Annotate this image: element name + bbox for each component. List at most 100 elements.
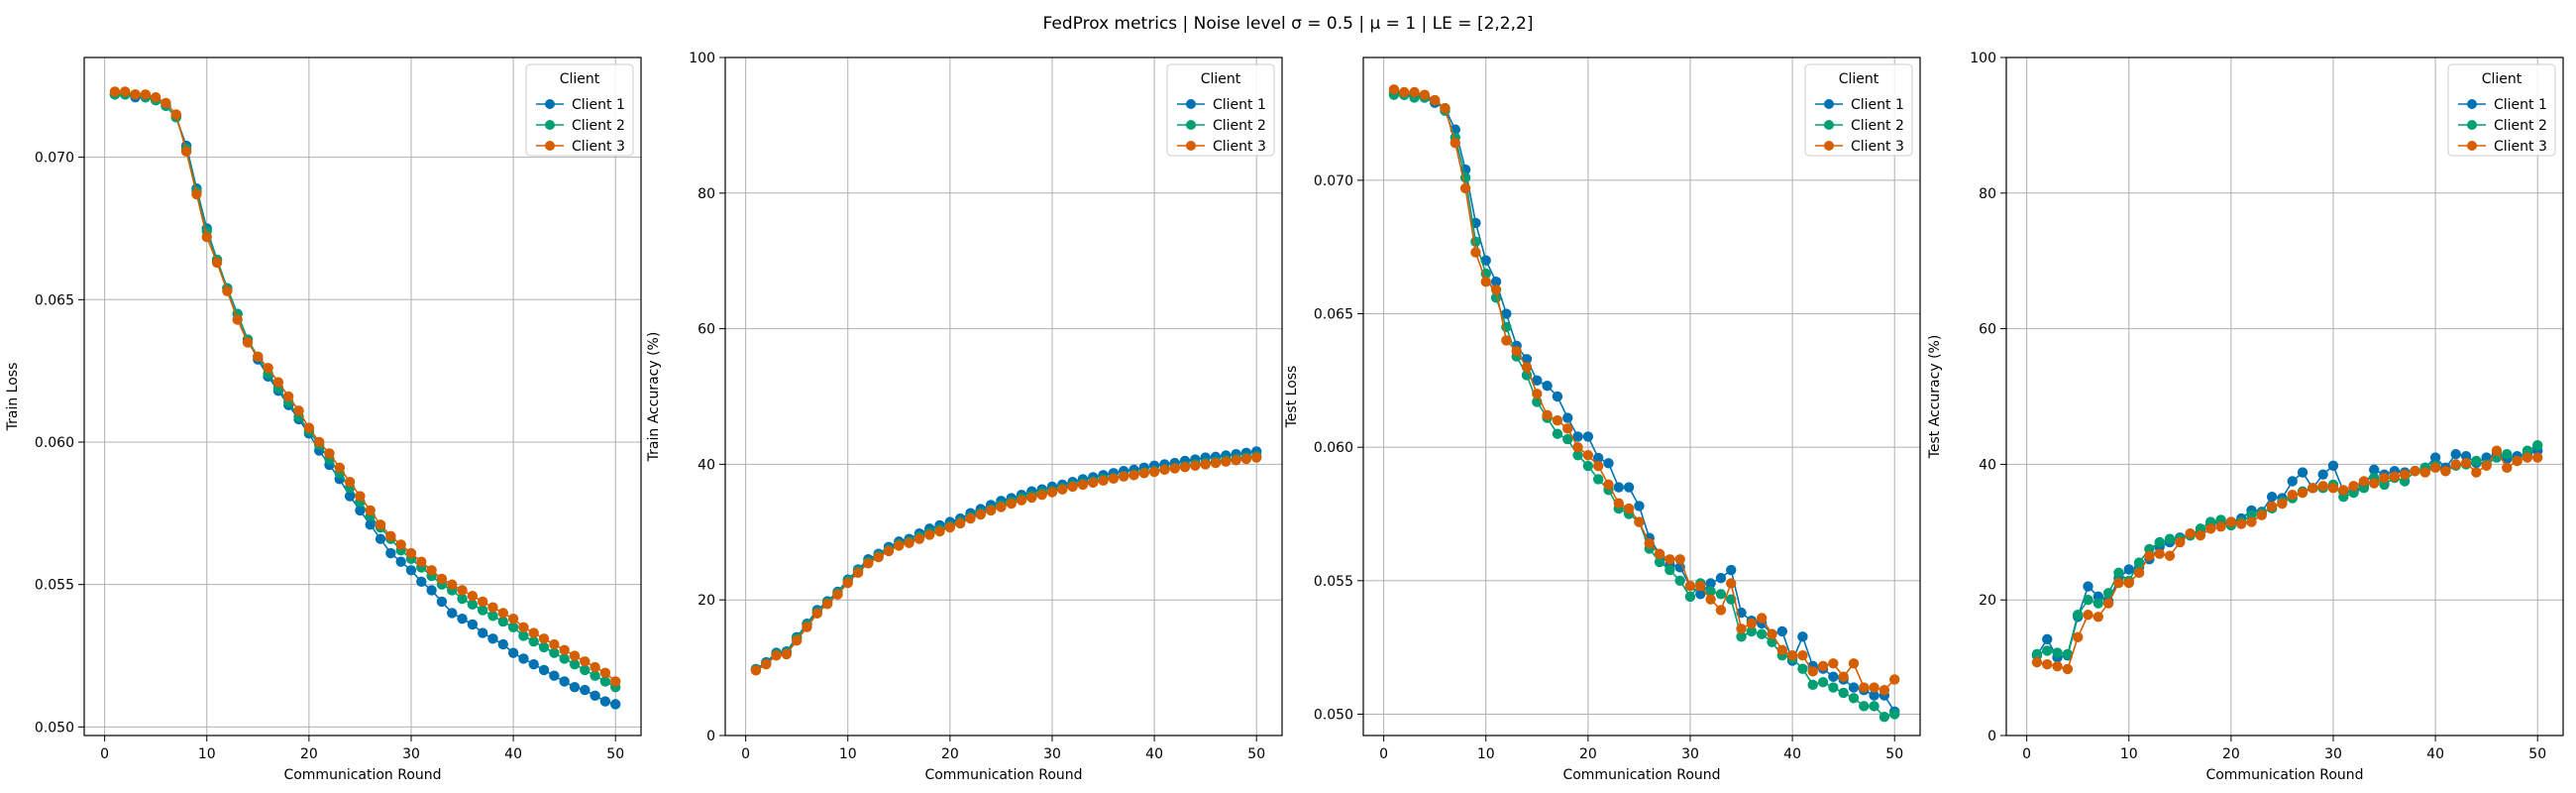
x-tick-label: 0	[2022, 746, 2031, 762]
data-point	[1449, 137, 1461, 149]
data-point	[477, 605, 488, 616]
data-point	[1552, 391, 1563, 402]
data-point	[944, 521, 956, 533]
data-point	[1715, 589, 1727, 600]
data-point	[242, 337, 254, 348]
data-point	[2256, 510, 2267, 520]
series-client-1	[109, 89, 621, 710]
x-tick-label: 30	[2324, 746, 2342, 762]
y-tick-label: 100	[689, 51, 715, 66]
data-point	[1889, 709, 1900, 720]
data-point	[1542, 381, 1553, 392]
data-point	[842, 577, 853, 589]
data-point	[2471, 455, 2482, 467]
data-point	[426, 585, 437, 596]
data-point	[1644, 537, 1655, 549]
data-point	[436, 573, 448, 585]
data-point	[528, 635, 539, 647]
data-point	[2113, 567, 2124, 579]
data-point	[1490, 277, 1502, 287]
data-point	[1388, 84, 1400, 95]
legend-label: Client 1	[1851, 97, 1904, 113]
legend-label: Client 2	[2494, 118, 2547, 134]
data-point	[1848, 693, 1860, 704]
data-point	[140, 89, 152, 100]
data-point	[2083, 595, 2093, 606]
data-point	[211, 257, 223, 269]
data-point	[1684, 580, 1696, 592]
data-point	[1148, 466, 1160, 478]
y-axis-label: Test Accuracy (%)	[1927, 335, 1943, 460]
data-point	[2450, 459, 2461, 470]
legend: Client Client 1 Client 2 Client 3	[525, 63, 634, 157]
legend-title: Client	[1201, 71, 1241, 87]
data-point	[355, 491, 366, 502]
data-point	[1006, 498, 1017, 510]
data-point	[2429, 462, 2441, 474]
data-point	[2277, 498, 2288, 510]
series-line	[755, 450, 1257, 670]
y-tick-label: 0.055	[35, 578, 74, 594]
data-point	[1705, 586, 1716, 597]
data-point	[1470, 247, 1481, 258]
data-point	[109, 86, 121, 97]
data-point	[1603, 458, 1614, 469]
x-axis-label: Communication Round	[2205, 767, 2363, 783]
data-point	[1532, 375, 1543, 387]
data-point	[580, 684, 590, 696]
data-point	[1767, 628, 1777, 639]
legend: Client Client 1 Client 2 Client 3	[2447, 63, 2556, 157]
legend-label: Client 1	[2494, 97, 2547, 113]
data-point	[477, 627, 488, 638]
data-point	[375, 533, 386, 544]
data-point	[1026, 492, 1037, 504]
data-point	[2052, 647, 2063, 658]
data-point	[1016, 495, 1027, 506]
chart-panel-3: 0 10 20 30 40 50 0.050 0.055 0.060 0.065 0.070 Comm…	[1284, 57, 1921, 783]
data-point	[2052, 661, 2063, 672]
data-point	[263, 363, 273, 374]
legend-title: Client	[560, 71, 600, 87]
data-point	[1077, 479, 1089, 491]
data-point	[873, 551, 884, 563]
data-point	[1603, 479, 1614, 491]
data-point	[1848, 682, 1860, 693]
data-point	[1613, 482, 1624, 493]
x-tick-label: 10	[198, 746, 216, 762]
data-point	[1480, 277, 1491, 287]
data-point	[599, 676, 611, 687]
data-point	[863, 558, 874, 569]
data-point	[2297, 487, 2308, 499]
data-point	[1521, 362, 1533, 373]
data-point	[457, 593, 468, 605]
data-point	[1572, 450, 1583, 461]
data-point	[1797, 663, 1808, 674]
data-point	[1695, 589, 1706, 600]
legend-marker	[1824, 99, 1834, 109]
axes-frame	[724, 57, 1283, 736]
data-point	[2532, 440, 2543, 451]
data-point	[1501, 335, 1512, 346]
axes-frame	[1362, 57, 1921, 736]
data-point	[334, 462, 345, 474]
legend-label: Client 3	[1851, 139, 1904, 155]
data-point	[1786, 650, 1798, 661]
data-point	[467, 619, 479, 630]
data-point	[1179, 461, 1191, 473]
data-point	[2297, 467, 2308, 478]
data-point	[1726, 564, 1737, 576]
data-point	[2083, 581, 2093, 592]
data-point	[2308, 483, 2318, 494]
data-point	[1817, 660, 1829, 672]
data-point	[355, 505, 366, 516]
data-point	[447, 579, 458, 590]
legend-label: Client 2	[1213, 118, 1266, 134]
data-point	[232, 314, 243, 325]
data-point	[405, 547, 417, 559]
data-point	[580, 656, 590, 667]
data-point	[802, 622, 812, 632]
series-line	[755, 456, 1257, 672]
data-point	[2246, 516, 2257, 527]
data-point	[1674, 575, 1685, 587]
data-point	[975, 509, 986, 520]
